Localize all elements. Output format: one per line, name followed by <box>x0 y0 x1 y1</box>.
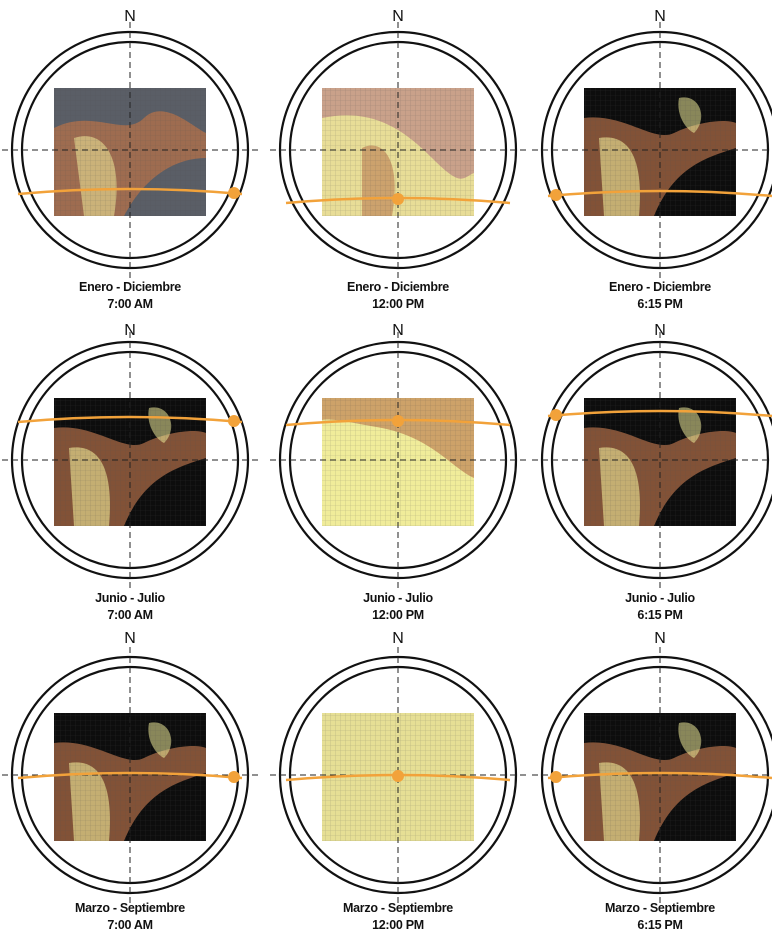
north-label: N <box>124 8 136 25</box>
sun-dial <box>270 22 526 278</box>
sun-position-marker <box>228 771 240 783</box>
sun-dial <box>270 647 526 903</box>
sun-path-arc <box>547 409 772 418</box>
period-label: Enero - Diciembre <box>79 280 181 294</box>
sun-dial <box>270 332 526 588</box>
north-label: N <box>124 322 136 339</box>
panel-caption: Enero - Diciembre 7:00 AM <box>30 279 230 313</box>
north-label: N <box>392 8 404 25</box>
period-label: Marzo - Septiembre <box>75 901 185 915</box>
sun-position-marker <box>550 409 562 421</box>
panel-caption: Junio - Julio 7:00 AM <box>30 590 230 624</box>
sun-position-marker <box>392 770 404 782</box>
sun-dial <box>2 332 258 588</box>
time-label: 6:15 PM <box>637 918 683 932</box>
panel-caption: Marzo - Septiembre 12:00 PM <box>298 900 498 934</box>
sun-dial <box>532 22 772 278</box>
panel-caption: Marzo - Septiembre 6:15 PM <box>560 900 760 934</box>
sun-position-marker <box>392 415 404 427</box>
north-label: N <box>654 8 666 25</box>
period-label: Junio - Julio <box>363 591 433 605</box>
sun-path-arc <box>17 187 243 196</box>
period-label: Junio - Julio <box>95 591 165 605</box>
time-label: 12:00 PM <box>372 297 424 311</box>
time-label: 7:00 AM <box>107 297 153 311</box>
panel-caption: Enero - Diciembre 6:15 PM <box>560 279 760 313</box>
period-label: Marzo - Septiembre <box>605 901 715 915</box>
sun-position-marker <box>228 187 240 199</box>
period-label: Marzo - Septiembre <box>343 901 453 915</box>
time-label: 7:00 AM <box>107 608 153 622</box>
sun-dial <box>2 22 258 278</box>
panel-caption: Junio - Julio 6:15 PM <box>560 590 760 624</box>
sun-path-arc <box>547 189 772 198</box>
panel-caption: Enero - Diciembre 12:00 PM <box>298 279 498 313</box>
panel-caption: Junio - Julio 12:00 PM <box>298 590 498 624</box>
sun-position-marker <box>550 189 562 201</box>
north-label: N <box>654 322 666 339</box>
time-label: 12:00 PM <box>372 918 424 932</box>
north-label: N <box>124 630 136 647</box>
sun-position-marker <box>550 771 562 783</box>
period-label: Enero - Diciembre <box>347 280 449 294</box>
sun-path-arc <box>17 771 243 780</box>
period-label: Enero - Diciembre <box>609 280 711 294</box>
panel-caption: Marzo - Septiembre 7:00 AM <box>30 900 230 934</box>
time-label: 12:00 PM <box>372 608 424 622</box>
north-label: N <box>392 630 404 647</box>
sun-dial <box>2 647 258 903</box>
sun-dial <box>532 332 772 588</box>
time-label: 7:00 AM <box>107 918 153 932</box>
sun-path-arc <box>547 771 772 780</box>
sun-position-marker <box>228 415 240 427</box>
north-label: N <box>392 322 404 339</box>
time-label: 6:15 PM <box>637 608 683 622</box>
north-label: N <box>654 630 666 647</box>
sun-dial <box>532 647 772 903</box>
sun-path-arc <box>17 415 243 424</box>
period-label: Junio - Julio <box>625 591 695 605</box>
time-label: 6:15 PM <box>637 297 683 311</box>
sun-position-marker <box>392 193 404 205</box>
